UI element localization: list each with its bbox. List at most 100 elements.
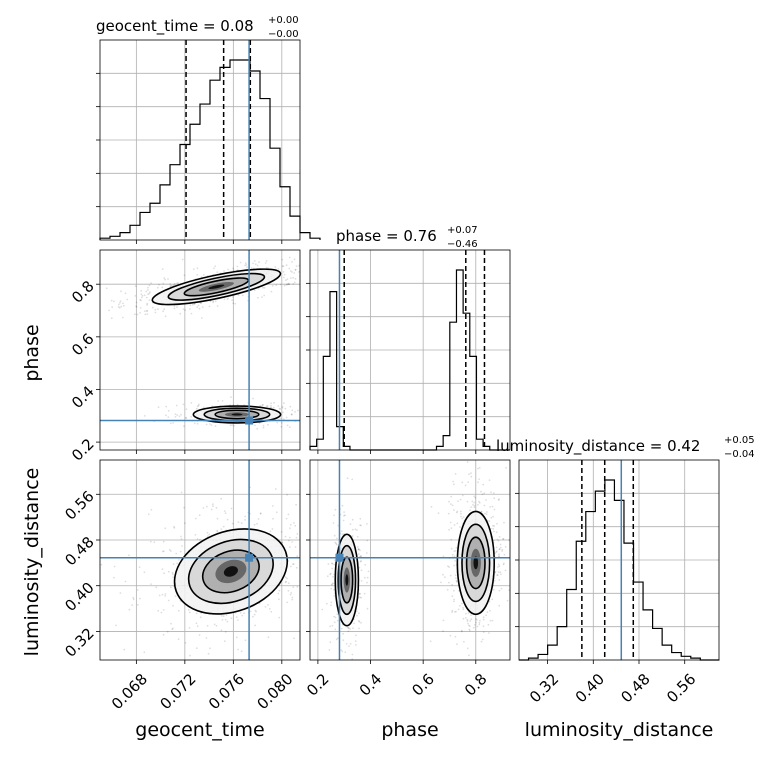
sample-point [150, 583, 153, 585]
sample-point [482, 616, 485, 619]
sample-point [145, 296, 148, 299]
sample-point [474, 624, 476, 626]
sample-point [271, 285, 274, 287]
sample-point [124, 580, 127, 583]
sample-point [349, 523, 352, 526]
sample-point [183, 425, 185, 428]
sample-point [357, 620, 360, 622]
sample-point [205, 637, 208, 639]
sample-point [342, 632, 344, 635]
sample-point [170, 422, 172, 425]
sample-point [226, 620, 229, 623]
sample-point [293, 522, 295, 524]
sample-point [341, 504, 344, 507]
sample-point [343, 511, 345, 513]
sample-point [366, 539, 369, 542]
sample-point [143, 571, 146, 574]
panel-content [310, 460, 510, 660]
x-axis-label-geocent-time: geocent_time [135, 719, 264, 741]
sample-point [272, 517, 274, 520]
sample-point [143, 651, 146, 654]
sample-point [139, 307, 142, 309]
sample-point [136, 589, 139, 591]
sample-point [367, 570, 370, 573]
sample-point [149, 291, 151, 294]
sample-point [470, 614, 472, 616]
sample-point [232, 267, 235, 270]
sample-point [506, 599, 509, 602]
sample-point [237, 619, 239, 621]
sample-point [279, 417, 282, 420]
sample-point [162, 633, 165, 636]
sample-point [442, 573, 444, 576]
sample-point [289, 405, 292, 408]
sample-point [466, 620, 469, 622]
sample-point [267, 636, 270, 639]
sample-point [453, 550, 456, 552]
sample-point [132, 596, 135, 599]
sample-point [150, 508, 153, 511]
sample-point [503, 553, 506, 556]
sample-point [216, 529, 219, 532]
sample-point [201, 306, 204, 308]
sample-point [351, 528, 354, 531]
sample-point [241, 614, 244, 617]
sample-point [154, 308, 157, 311]
sample-point [482, 483, 485, 486]
sample-point [499, 546, 502, 549]
sample-point [281, 541, 284, 544]
sample-point [212, 300, 215, 303]
sample-point [232, 269, 235, 272]
sample-point [331, 624, 334, 627]
sample-point [277, 592, 280, 595]
sample-point [497, 563, 500, 566]
sample-point [489, 619, 492, 622]
sample-point [157, 308, 159, 311]
sample-point [148, 292, 151, 295]
sample-point [470, 506, 473, 508]
sample-point [499, 543, 502, 546]
sample-point [454, 550, 457, 552]
sample-point [197, 304, 200, 307]
sample-point [173, 284, 175, 287]
sample-point [244, 264, 247, 267]
sample-point [500, 587, 503, 590]
sample-point [254, 263, 257, 266]
sample-point [170, 622, 172, 625]
sample-point [345, 643, 348, 645]
sample-point [162, 310, 165, 313]
sample-point [429, 640, 432, 643]
sample-point [240, 650, 243, 653]
svg-text:+0.00: +0.00 [268, 15, 299, 26]
sample-point [173, 305, 176, 307]
sample-point [359, 593, 361, 595]
sample-point [231, 296, 234, 298]
sample-point [173, 307, 176, 310]
sample-point [480, 490, 482, 493]
sample-point [446, 588, 449, 591]
sample-point [291, 541, 293, 543]
sample-point [450, 527, 453, 529]
sample-point [334, 559, 336, 562]
sample-point [453, 509, 455, 511]
sample-point [183, 506, 186, 509]
sample-point [148, 284, 151, 287]
sample-point [480, 510, 483, 513]
sample-point [284, 581, 287, 584]
sample-point [288, 256, 291, 259]
sample-point [331, 567, 334, 570]
sample-point [110, 299, 113, 302]
sample-point [189, 308, 191, 310]
sample-point [466, 618, 469, 621]
sample-point [333, 534, 336, 537]
sample-point [270, 404, 272, 407]
sample-point [456, 643, 458, 646]
sample-point [291, 596, 294, 599]
sample-point [485, 499, 487, 501]
sample-point [193, 303, 196, 306]
sample-point [172, 576, 175, 579]
sample-point [294, 524, 297, 527]
sample-point [196, 625, 199, 628]
sample-point [473, 495, 476, 498]
sample-point [140, 289, 143, 292]
